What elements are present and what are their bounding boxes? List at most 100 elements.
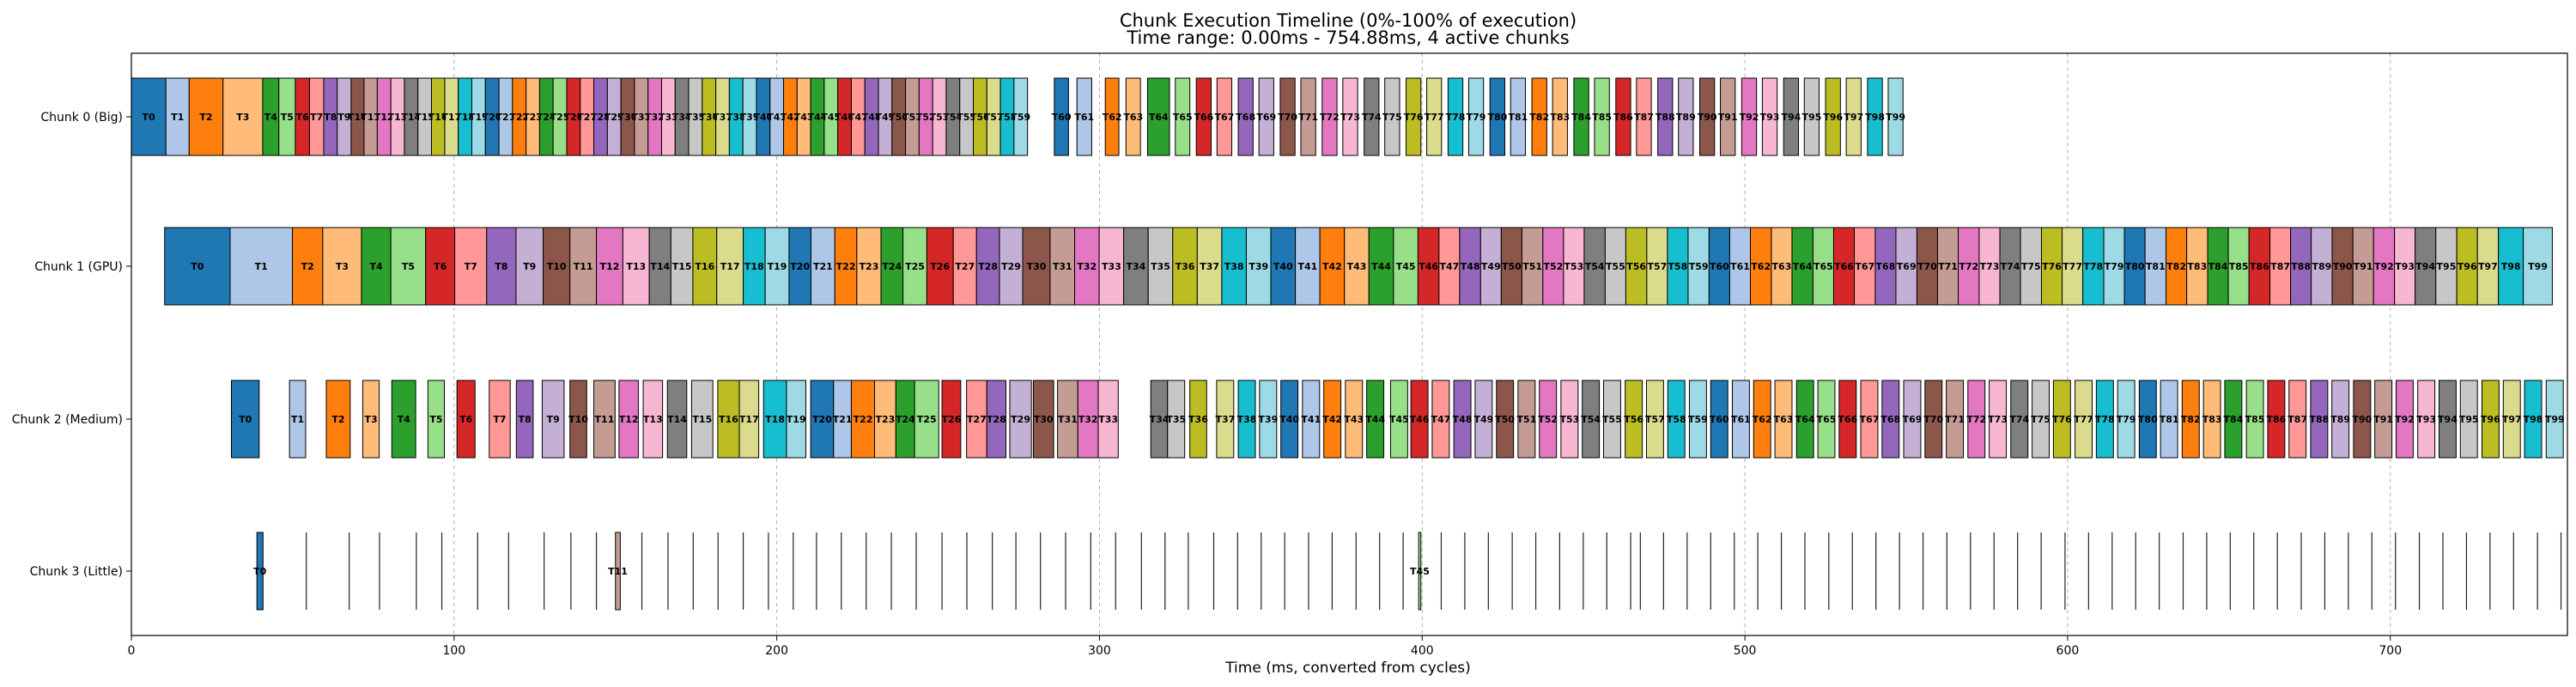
task-bar [1845,77,1862,156]
task-label: T94 [2438,414,2458,425]
task-label: T89 [1676,112,1696,123]
task-bar [164,227,231,306]
task-label: T31 [631,112,651,123]
task-bar [1860,380,1879,459]
task-label: T22 [509,112,529,123]
task-label: T2 [199,112,212,123]
task-label: T17 [441,112,461,123]
task-label: T12 [619,414,639,425]
task-label: T27 [577,112,597,123]
task-label: T93 [2416,414,2436,425]
task-label: T60 [1710,261,1729,272]
task-label: T21 [496,112,516,123]
task-label: T9 [523,261,536,272]
task-label: T84 [2208,261,2228,272]
task-bar [1431,380,1450,459]
task-label: T57 [1645,414,1665,425]
task-label: T42 [1322,414,1342,425]
task-label: T95 [1801,112,1821,123]
task-bar [569,227,598,306]
task-label: T25 [550,112,570,123]
task-label: T96 [2481,414,2500,425]
task-label: T51 [1522,261,1542,272]
task-label: T72 [1959,261,1978,272]
task-label: T4 [398,414,411,425]
task-label: T7 [465,261,477,272]
task-label: T20 [812,414,832,425]
task-bar [880,227,904,306]
task-bar [1615,77,1631,156]
task-label: T11 [574,261,593,272]
task-label: T55 [957,112,976,123]
task-bar [1447,77,1464,156]
task-bar [2181,380,2200,459]
task-bar [690,380,714,459]
task-label: T19 [787,414,806,425]
task-label: T75 [1382,112,1402,123]
task-bar [810,227,835,306]
task-bar [1393,227,1419,306]
plot-frame [131,52,2568,636]
task-label: T55 [1602,414,1622,425]
task-bar [2438,380,2457,459]
task-bar [1245,227,1272,306]
task-bar [1825,77,1841,156]
task-label: T74 [1362,112,1382,123]
task-label: T65 [1817,414,1837,425]
task-label: T90 [2333,261,2353,272]
task-bar [1774,380,1793,459]
task-label: T13 [388,112,408,123]
task-label: T50 [889,112,908,123]
task-bar [670,227,694,306]
task-bar [1594,77,1610,156]
task-bar [2224,380,2243,459]
task-bar [1698,77,1716,156]
x-tick-label: 300 [1088,644,1111,658]
task-label: T48 [1453,414,1473,425]
task-bar [165,77,190,156]
task-label: T40 [1273,261,1293,272]
task-bar [1384,77,1400,156]
x-tick-label: 100 [442,644,465,658]
task-label: T37 [1200,261,1219,272]
task-bar [1874,227,1897,306]
task-label: T35 [1166,414,1186,425]
task-label: T54 [943,112,963,123]
task-label: T44 [1365,414,1385,425]
task-bar [1989,380,2008,459]
task-bar [1838,380,1857,459]
task-label: T23 [876,414,896,425]
task-bar [1279,77,1296,156]
task-bar [1602,380,1621,459]
task-bar [1761,77,1778,156]
task-label: T18 [744,261,764,272]
task-label: T10 [568,414,588,425]
task-label: T16 [428,112,448,123]
task-bar [231,380,260,459]
task-label: T78 [2083,261,2103,272]
task-label: T79 [2117,414,2136,425]
task-label: T98 [2524,414,2543,425]
task-label: T52 [1538,414,1558,425]
task-bar [1195,77,1212,156]
task-bar [1916,227,1938,306]
task-label: T24 [537,112,556,123]
task-bar [1438,227,1461,306]
task-bar [1323,380,1342,459]
task-label: T29 [1001,261,1021,272]
task-bar [2417,380,2436,459]
x-tick-label: 400 [1411,644,1434,658]
task-label: T83 [2202,414,2222,425]
task-bar [456,380,476,459]
task-bar [2117,380,2136,459]
task-label: T11 [608,566,628,577]
task-label: T81 [2146,261,2166,272]
y-tick-label: Chunk 3 (Little) [30,565,123,579]
task-label: T30 [1027,261,1047,272]
task-label: T74 [2009,414,2029,425]
task-label: T34 [1150,414,1170,425]
task-label: T25 [905,261,925,272]
task-bar [1517,380,1536,459]
task-label: T42 [1322,261,1342,272]
task-bar [1172,227,1198,306]
